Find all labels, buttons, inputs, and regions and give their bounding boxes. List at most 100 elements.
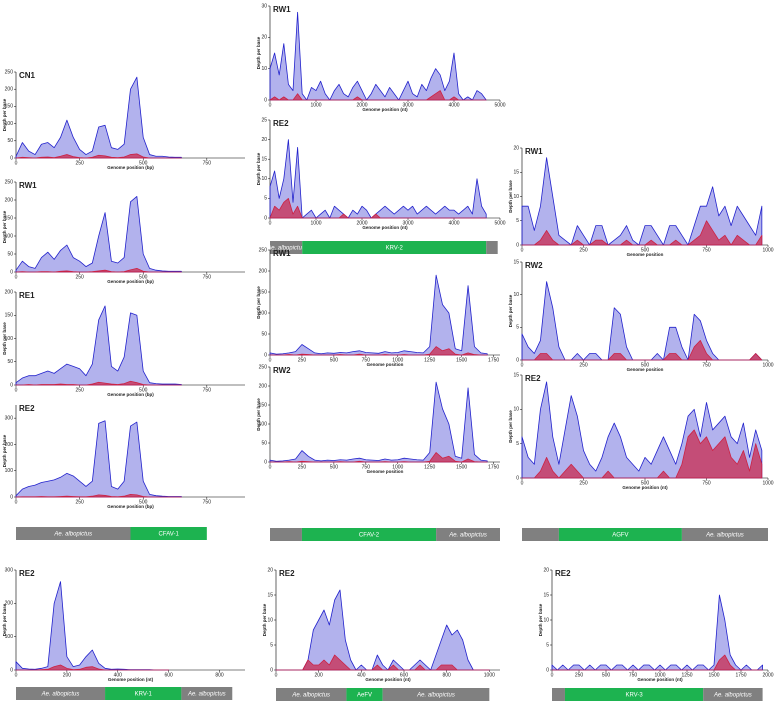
y-tick-label: 250: [259, 364, 268, 370]
y-tick-label: 100: [259, 421, 268, 427]
x-tick-label: 0: [15, 499, 18, 505]
y-tick-label: 5: [516, 325, 519, 331]
y-tick-label: 200: [259, 268, 268, 274]
y-tick-label: 20: [267, 567, 273, 573]
x-axis-label: Genome position (nt): [362, 107, 408, 112]
y-tick-label: 50: [7, 138, 13, 144]
y-tick-label: 250: [5, 179, 14, 185]
x-tick-label: 500: [602, 672, 611, 678]
x-tick-label: 5000: [494, 102, 505, 108]
x-tick-label: 0: [521, 480, 524, 486]
small-rna-area: [269, 346, 488, 356]
y-tick-label: 5: [546, 642, 549, 648]
genome-segment: [270, 528, 302, 541]
genome-segment: [276, 688, 347, 701]
genome-segment: [522, 528, 559, 541]
x-tick-label: 750: [702, 247, 711, 253]
x-tick-label: 1000: [484, 672, 495, 678]
small-rna-area: [15, 664, 170, 671]
genome-segment: [270, 241, 303, 254]
y-tick-label: 30: [261, 3, 267, 9]
coverage-area: [275, 589, 490, 671]
small-rna-area: [275, 654, 490, 671]
y-tick-label: 5: [270, 642, 273, 648]
y-tick-label: 10: [513, 194, 519, 200]
x-tick-label: 4000: [448, 102, 459, 108]
x-tick-label: 4000: [448, 220, 459, 226]
y-axis-label: Depth per base: [256, 398, 261, 431]
small-rna-area: [521, 220, 763, 246]
y-tick-label: 0: [516, 357, 519, 363]
x-axis-label: Genome position (nt): [362, 225, 408, 230]
coverage-area: [269, 274, 488, 356]
small-rna-area: [269, 198, 487, 219]
panel-title: RE2: [279, 569, 295, 578]
y-tick-label: 0: [10, 667, 13, 673]
y-tick-label: 15: [513, 372, 519, 378]
x-axis-label: Genome position (bp): [107, 279, 154, 284]
x-tick-label: 250: [75, 499, 84, 505]
segment-label: AGFV: [612, 533, 628, 539]
y-axis-label: Depth per base: [256, 286, 261, 319]
small-rna-area: [15, 153, 182, 159]
x-tick-label: 1000: [310, 102, 321, 108]
x-axis-label: Genome position (bp): [107, 504, 154, 509]
y-tick-label: 5: [516, 218, 519, 224]
y-axis-label: Depth per base: [508, 180, 513, 213]
small-rna-area: [269, 90, 487, 101]
x-tick-label: 5000: [494, 220, 505, 226]
y-tick-label: 0: [270, 667, 273, 673]
x-tick-label: 1000: [392, 357, 403, 363]
x-tick-label: 500: [330, 464, 339, 470]
y-tick-label: 150: [5, 313, 14, 319]
y-tick-label: 300: [5, 567, 14, 573]
x-tick-label: 1250: [424, 357, 435, 363]
x-axis-label: Genome position (nt): [108, 677, 154, 682]
y-tick-label: 10: [261, 176, 267, 182]
y-tick-label: 200: [5, 601, 14, 607]
panel-title: RE2: [19, 569, 35, 578]
coverage-area: [15, 196, 182, 273]
y-tick-label: 20: [261, 137, 267, 143]
x-tick-label: 400: [114, 672, 123, 678]
x-tick-label: 200: [314, 672, 323, 678]
x-tick-label: 1000: [762, 247, 773, 253]
y-tick-label: 100: [5, 468, 14, 474]
y-tick-label: 15: [513, 170, 519, 176]
x-tick-label: 0: [521, 362, 524, 368]
y-tick-label: 50: [7, 359, 13, 365]
panel-title: RW1: [19, 181, 37, 190]
segment-label: Ae. albopictus: [416, 693, 455, 699]
segment-label: AeFV: [357, 693, 372, 699]
y-tick-label: 200: [5, 87, 14, 93]
small-rna-area: [15, 268, 182, 273]
genome-segment: [16, 687, 106, 700]
x-tick-label: 250: [75, 274, 84, 280]
y-axis-label: Depth per base: [262, 603, 267, 636]
y-tick-label: 0: [264, 97, 267, 103]
x-tick-label: 1000: [310, 220, 321, 226]
x-tick-label: 2000: [762, 672, 773, 678]
panel-title: RE2: [555, 569, 571, 578]
x-tick-label: 1750: [488, 464, 499, 470]
segment-label: Ae. albopictus: [266, 246, 305, 252]
coverage-area: [15, 420, 182, 498]
segment-label: CFAV-2: [359, 533, 380, 539]
panel-title: RE2: [19, 404, 35, 413]
y-tick-label: 0: [10, 382, 13, 388]
x-tick-label: 600: [164, 672, 173, 678]
y-tick-label: 0: [264, 459, 267, 465]
panel-title: RE2: [525, 374, 541, 383]
x-tick-label: 500: [641, 362, 650, 368]
x-axis-label: Genome position: [367, 469, 404, 474]
x-tick-label: 1000: [654, 672, 665, 678]
x-tick-label: 3000: [402, 102, 413, 108]
y-tick-label: 15: [267, 592, 273, 598]
x-tick-label: 1750: [488, 357, 499, 363]
x-tick-label: 0: [269, 357, 272, 363]
x-axis-label: Genome position (nt): [365, 677, 411, 682]
coverage-area: [15, 581, 170, 671]
x-tick-label: 250: [579, 247, 588, 253]
segment-label: Ae. albopictus: [187, 692, 226, 698]
y-tick-label: 50: [261, 440, 267, 446]
